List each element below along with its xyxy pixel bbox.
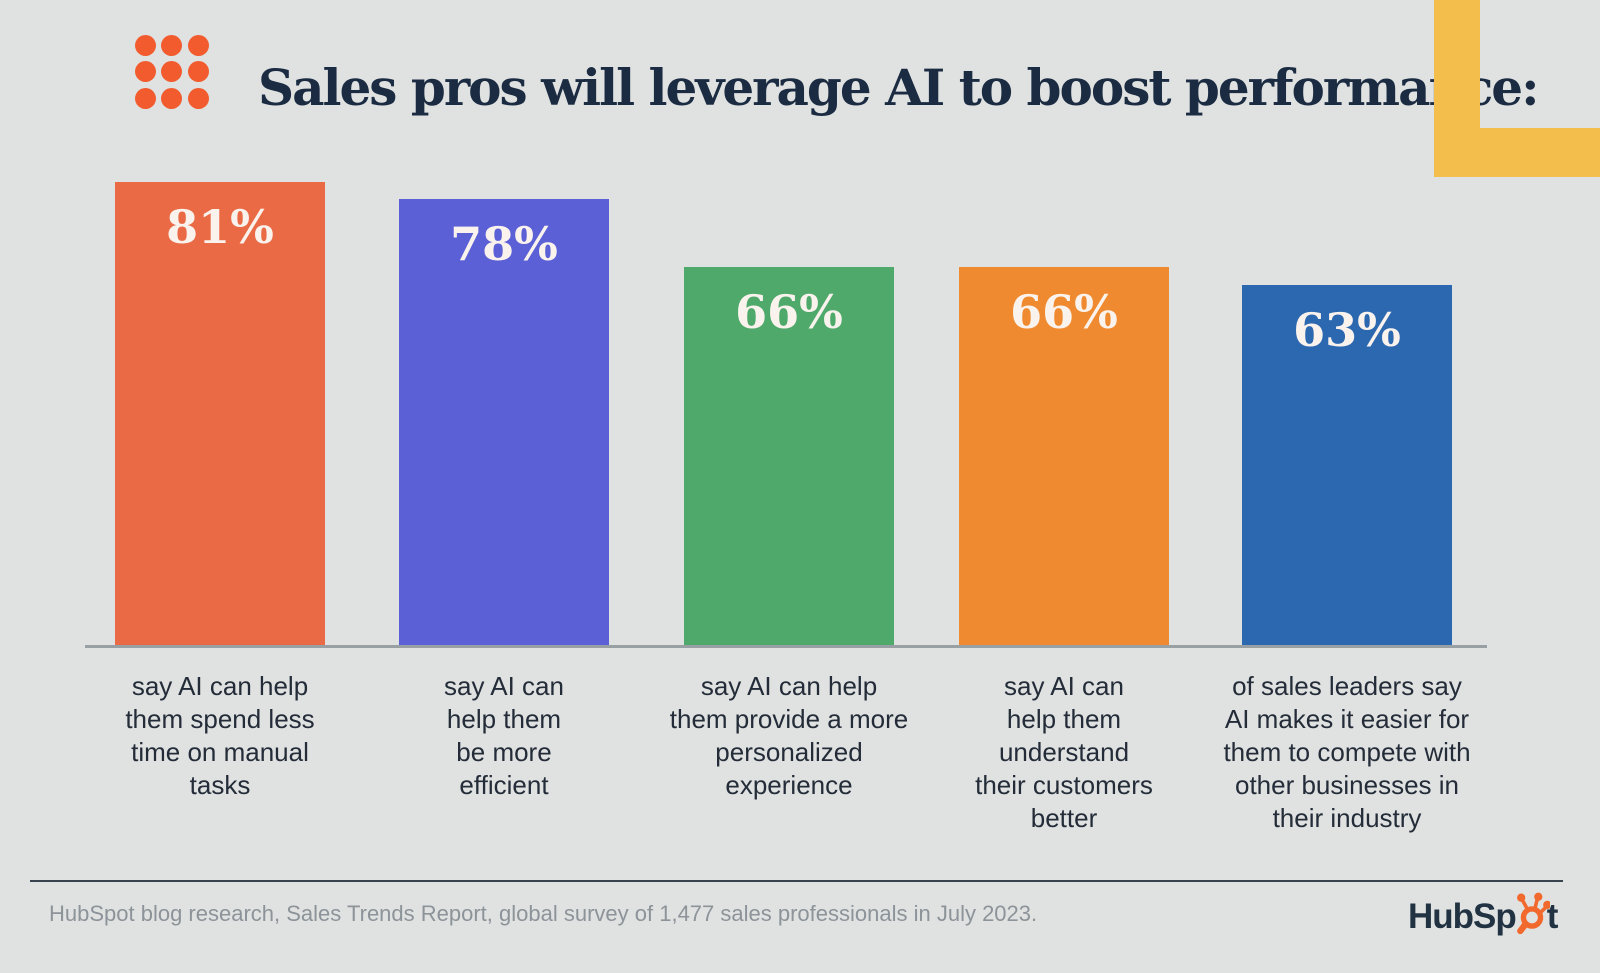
dot-icon: [161, 61, 183, 83]
dot-icon: [187, 61, 209, 83]
bar-caption: of sales leaders say AI makes it easier …: [1223, 671, 1471, 833]
hubspot-sprocket-icon: [1516, 892, 1550, 935]
bar-personalized-experience: 66%: [684, 267, 894, 645]
bar-more-efficient: 78%: [399, 199, 609, 645]
hubspot-logo-text-right: t: [1546, 897, 1559, 936]
hubspot-logo-text-left: HubSp: [1408, 897, 1517, 936]
bar-value-label: 81%: [166, 200, 274, 254]
dot-icon: [187, 35, 209, 56]
bar-value-label: 78%: [450, 217, 558, 271]
footer-divider: [30, 880, 1563, 882]
x-axis-line: [85, 645, 1487, 648]
bar-caption: say AI can help them provide a more pers…: [669, 671, 909, 800]
corner-accent-horizontal: [1434, 128, 1600, 177]
dot-icon: [161, 35, 183, 56]
bar-caption: say AI can help them understand their cu…: [975, 671, 1153, 833]
bar-compete-industry: 63%: [1242, 285, 1452, 645]
bar-value-label: 66%: [1010, 285, 1118, 339]
bar-value-label: 63%: [1293, 303, 1401, 357]
source-attribution-text: HubSpot blog research, Sales Trends Repo…: [49, 901, 1038, 926]
bar-manual-tasks: 81%: [115, 182, 325, 645]
hubspot-logo: HubSp t: [1408, 892, 1559, 936]
chart-title: Sales pros will leverage AI to boost per…: [258, 58, 1540, 117]
dot-icon: [161, 87, 183, 109]
dot-icon: [135, 87, 156, 109]
bar-caption: say AI can help them spend less time on …: [125, 671, 315, 800]
dot-icon: [187, 87, 209, 109]
bar-understand-customers: 66%: [959, 267, 1169, 645]
bar-value-label: 66%: [735, 285, 843, 339]
bar-caption: say AI can help them be more efficient: [444, 671, 564, 800]
dot-grid-decoration: [135, 35, 210, 110]
dot-icon: [135, 61, 156, 83]
dot-icon: [135, 35, 156, 56]
